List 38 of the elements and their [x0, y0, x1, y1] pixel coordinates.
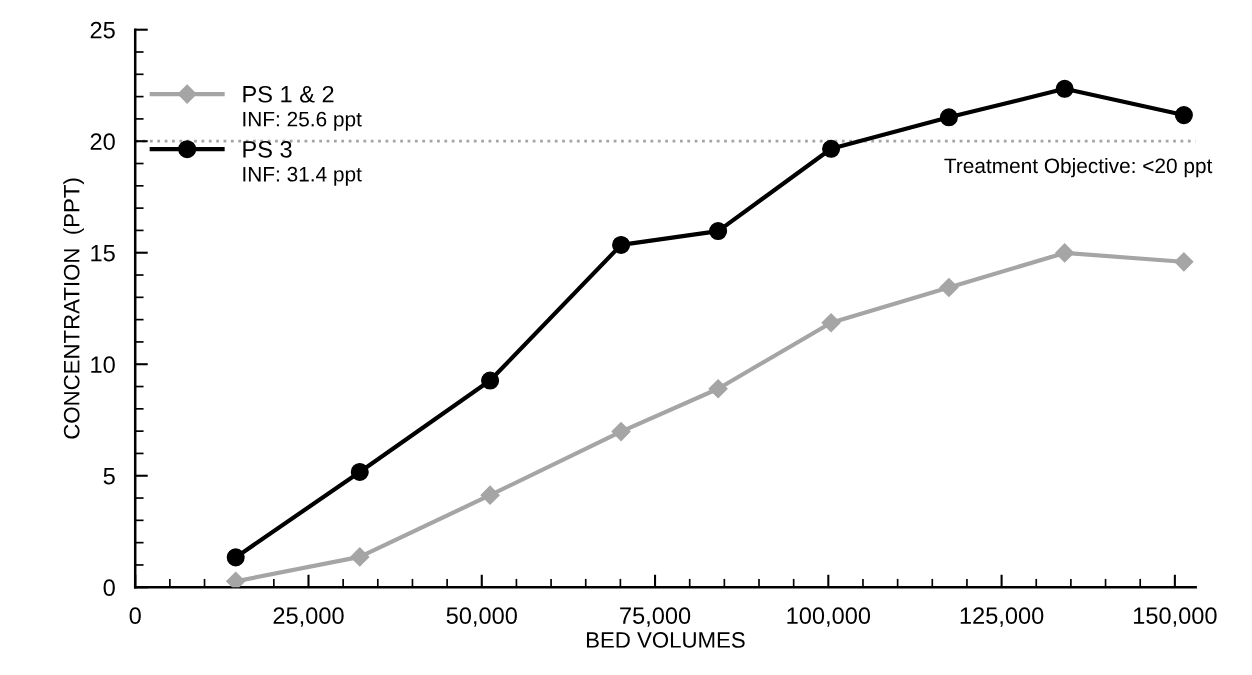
point [350, 462, 369, 481]
point [611, 422, 631, 442]
point [480, 485, 500, 505]
point [1055, 79, 1074, 98]
point [226, 571, 246, 588]
point [1174, 106, 1193, 125]
y-tick-label: 5 [103, 468, 115, 485]
x-tick-label: 0 [129, 607, 141, 625]
point [1174, 252, 1194, 272]
y-tick-label: 0 [103, 579, 115, 597]
x-tick-label: 125,000 [960, 607, 1044, 627]
point [821, 313, 841, 333]
y-tick-label: 10 [91, 356, 115, 374]
point [481, 371, 500, 390]
x-tick-label: 150,000 [1134, 607, 1217, 627]
legend-label: PS 1 & 2 [243, 85, 334, 103]
legend-label: PS 3 [243, 140, 292, 158]
point [708, 379, 728, 399]
point [939, 108, 958, 127]
point [939, 277, 959, 298]
x-tick-label: 50,000 [446, 607, 517, 627]
point [226, 548, 245, 567]
point [350, 547, 370, 567]
y-tick-label: 15 [91, 245, 115, 262]
annotation: INF: 25.6 ppt [243, 111, 362, 131]
x-axis-title: BED VOLUMES [586, 632, 745, 648]
point [1055, 243, 1075, 263]
point [822, 139, 841, 158]
y-tick-label: 20 [90, 133, 115, 150]
x-tick-label: 75,000 [620, 607, 691, 627]
y-axis-title: CONCENTRATION (PPT) [63, 178, 84, 439]
ref-line-label: Treatment Objective: <20 ppt [944, 157, 1213, 178]
x-tick-label: 100,000 [787, 607, 871, 627]
point [612, 235, 631, 254]
point [709, 222, 728, 241]
annotation: INF: 31.4 ppt [243, 166, 362, 186]
x-tick-label: 25,000 [273, 607, 344, 627]
y-tick-label: 25 [90, 21, 115, 39]
